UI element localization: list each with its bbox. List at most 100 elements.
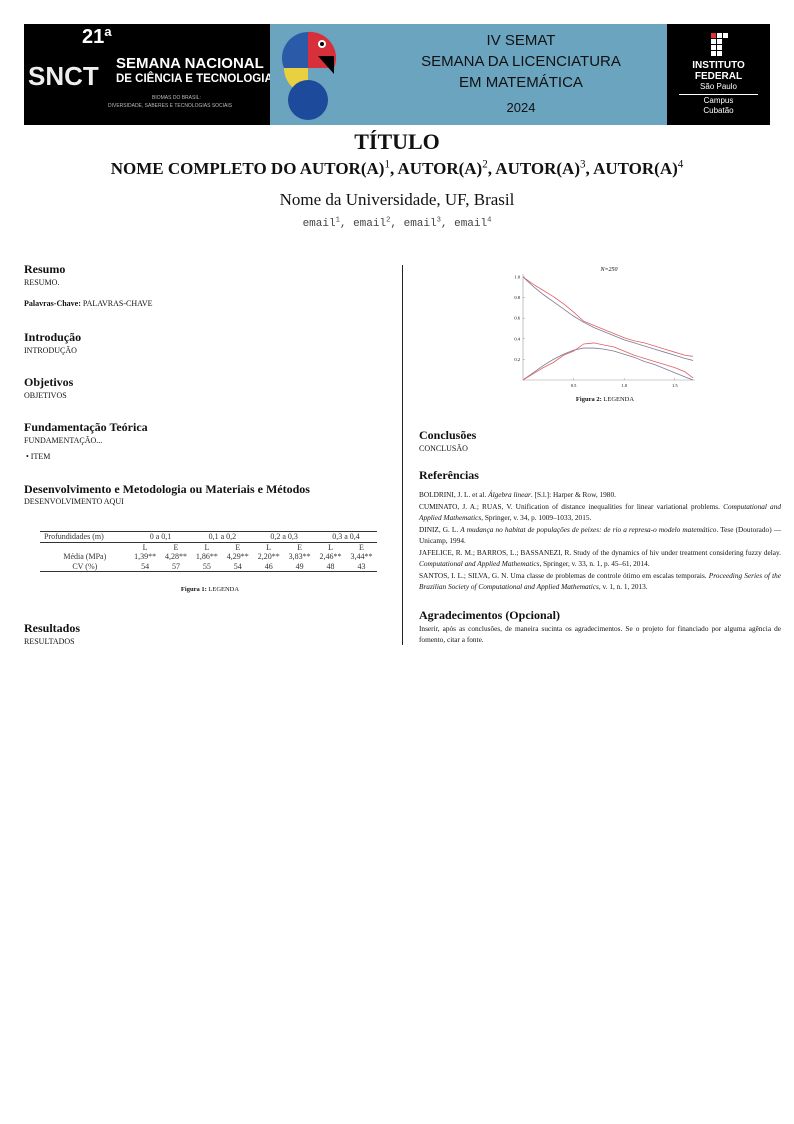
caption-text: LEGENDA	[601, 396, 635, 403]
reference-item: SANTOS, I. L.; SILVA, G. N. Uma classe d…	[419, 570, 781, 592]
table-cell: 4,29**	[226, 552, 249, 561]
table-cell: L	[266, 542, 272, 552]
author-sup: 2	[482, 158, 488, 171]
section-heading-conclusoes: Conclusões	[419, 428, 477, 442]
table-cell: 1,39**	[134, 552, 157, 561]
event-subtitle: SEMANA DA LICENCIATURA	[421, 53, 621, 70]
if-text: FEDERAL	[694, 71, 743, 82]
email-sup: 3	[436, 216, 441, 225]
table-cell: 43	[357, 561, 366, 571]
resultados-text: RESULTADOS	[24, 637, 75, 646]
email-sup: 2	[386, 216, 391, 225]
table-cell: 46	[264, 561, 273, 571]
if-campus: Campus	[703, 96, 734, 105]
ref-text: . Tese (Doutorado) — Unicamp, 1994.	[419, 525, 782, 545]
table-header: 0,1 a 0,2	[208, 532, 237, 541]
y-tick-label: 0.8	[514, 295, 520, 300]
section-heading-resumo: Resumo	[24, 262, 66, 276]
author: , AUTOR(A)	[585, 159, 678, 178]
section-heading-desenvolvimento: Desenvolvimento e Metodologia ou Materia…	[24, 482, 310, 496]
y-tick-label: 0.4	[514, 336, 520, 341]
if-grid-icon	[708, 32, 730, 56]
y-tick-label: 0.2	[514, 357, 520, 362]
table-cell: L	[204, 542, 210, 552]
table-cell: E	[297, 542, 303, 552]
table-header: 0,2 a 0,3	[270, 532, 298, 541]
introducao-text: INTRODUÇÃO	[24, 346, 77, 355]
table-cell: 57	[171, 561, 180, 571]
caption-label: Figura 1:	[180, 586, 207, 593]
reference-item: CUMINATO, J. A.; RUAS, V. Unification of…	[419, 501, 781, 523]
table-header: 0 a 0,1	[149, 532, 172, 541]
chart-title: N=250	[599, 267, 617, 273]
snct-logo: SNCT 21ª SEMANA NACIONAL DE CIÊNCIA E TE…	[24, 24, 273, 125]
authors: NOME COMPLETO DO AUTOR(A)1, AUTOR(A)2, A…	[0, 158, 794, 180]
author-sup: 1	[384, 158, 390, 171]
table-cell: 3,44**	[350, 552, 373, 561]
table-header: 0,3 a 0,4	[332, 532, 360, 541]
snct-line: DE CIÊNCIA E TECNOLOGIA	[116, 73, 273, 85]
author: NOME COMPLETO DO AUTOR(A)	[110, 159, 385, 178]
poster-title: TÍTULO	[354, 129, 440, 154]
if-state: São Paulo	[679, 82, 758, 95]
edition: 21ª	[82, 26, 112, 48]
semat-logo: IV SEMAT SEMANA DA LICENCIATURA EM MATEM…	[270, 24, 667, 125]
conclusoes-text: CONCLUSÃO	[419, 444, 468, 453]
emails: email1, email2, email3, email4	[0, 217, 794, 231]
table-cell: E	[173, 542, 179, 552]
if-text: INSTITUTO	[692, 60, 745, 71]
author-sup: 4	[677, 158, 684, 171]
ref-text: DINIZ, G. L.	[419, 525, 461, 534]
caption-label: Figura 2:	[575, 396, 602, 403]
author-sup: 3	[580, 158, 586, 171]
snct-line: DIVERSIDADE, SABERES E TECNOLOGIAS SOCIA…	[108, 103, 233, 109]
ref-text: BOLDRINI, J. L. et al.	[419, 490, 489, 499]
event-year: 2024	[506, 100, 536, 115]
table-row: Média (MPa) 1,39** 4,28** 1,86** 4,29** 2,20*…	[40, 552, 377, 562]
ref-title: Proceeding Series of the Brazilian Socie…	[419, 571, 781, 591]
objetivos-text: OBJETIVOS	[24, 391, 67, 400]
series-line-4	[522, 342, 694, 381]
y-tick-label: 0.6	[514, 316, 520, 321]
ref-title: A mudança no habitat de populações de pe…	[460, 525, 717, 534]
table-cell: 49	[295, 561, 304, 571]
ref-text: , v. 1, n. 1, 2013.	[598, 582, 648, 591]
table-cell: 4,28**	[164, 552, 187, 561]
keywords-text: PALAVRAS-CHAVE	[80, 299, 153, 308]
table-cell: 1,86**	[195, 552, 218, 561]
table-cell: 2,20**	[257, 552, 280, 561]
resumo-text: RESUMO.	[24, 278, 60, 287]
figure-2-caption: Figura 2: LEGENDA	[505, 396, 705, 404]
table-cell: 55	[202, 561, 211, 571]
reference-list: BOLDRINI, J. L. et al. Álgebra linear. […	[419, 489, 781, 593]
y-tick-label: 1.0	[514, 275, 520, 280]
section-heading-agradecimentos: Agradecimentos (Opcional)	[419, 608, 560, 622]
ref-text: CUMINATO, J. A.; RUAS, V. Unification of…	[419, 502, 724, 511]
ref-title: Computational and Applied Mathematics	[419, 502, 781, 522]
section-heading-objetivos: Objetivos	[24, 375, 74, 389]
event-name: IV SEMAT	[486, 32, 556, 49]
caption-text: LEGENDA	[206, 586, 240, 593]
section-heading-referencias: Referências	[419, 468, 479, 482]
section-heading-introducao: Introdução	[24, 330, 82, 344]
table-cell: 3,83**	[288, 552, 311, 561]
ref-text: , Springer, v. 34, p. 1009–1033, 2015.	[481, 513, 592, 522]
table-cell: L	[142, 542, 148, 552]
snct-line: BIOMAS DO BRASIL:	[152, 95, 201, 101]
if-campus: Cubatão	[703, 106, 734, 115]
table-cell: 54	[141, 561, 150, 571]
event-subtitle: EM MATEMÁTICA	[459, 74, 583, 91]
email: , email	[339, 218, 387, 230]
email: , email	[440, 218, 488, 230]
data-table: Profundidades (m) 0 a 0,1 0,1 a 0,2 0,2 …	[40, 531, 377, 572]
series-line-2	[522, 276, 694, 357]
author: , AUTOR(A)	[389, 159, 483, 178]
ref-title: Computational and Applied Mathematics	[419, 559, 540, 568]
parrot-icon	[282, 31, 337, 120]
figure-2-chart: N=250 0.5 1.0 1.5 0.2 0.4 0.6 0.8 1.0	[514, 267, 695, 388]
section-heading-resultados: Resultados	[24, 621, 81, 635]
ref-text: JAFELICE, R. M.; BARROS, L.; BASSANEZI, …	[419, 548, 781, 557]
ref-text: SANTOS, I. L.; SILVA, G. N. Uma classe d…	[419, 571, 709, 580]
